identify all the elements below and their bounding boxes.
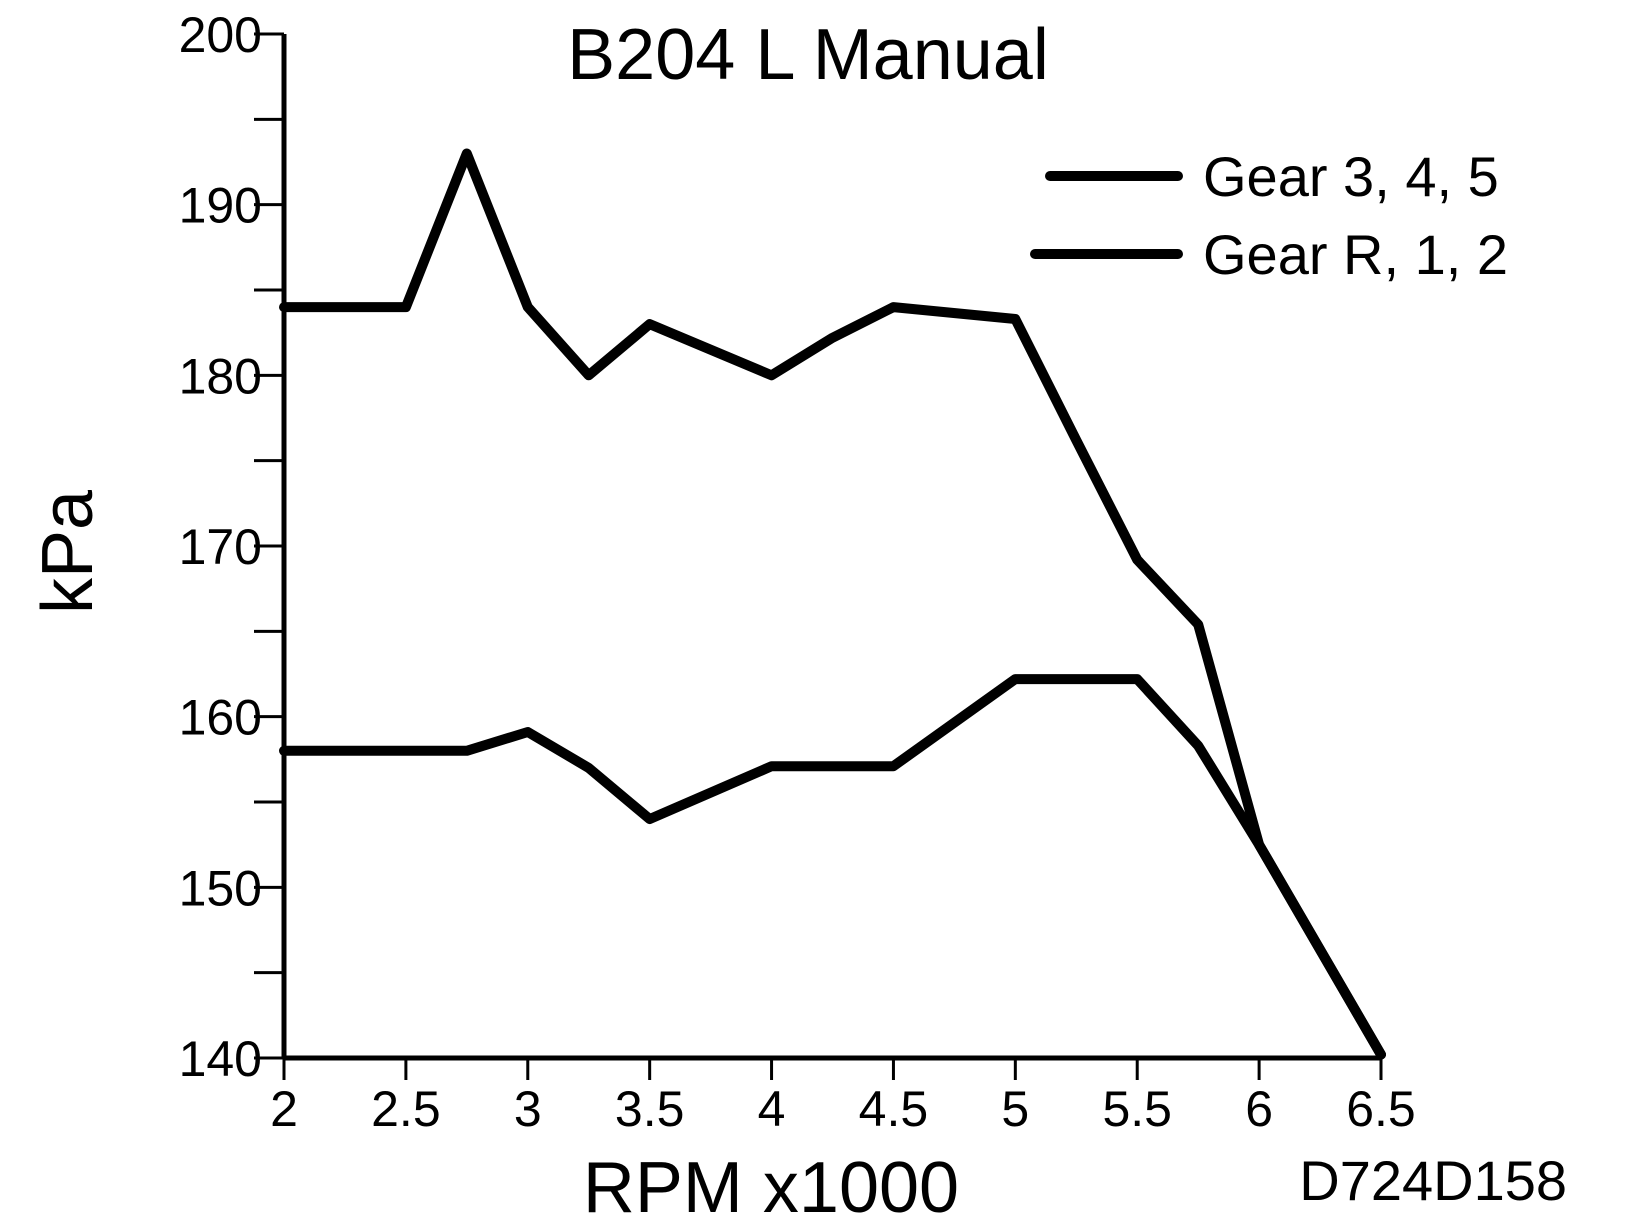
legend-label-2: Gear R, 1, 2 xyxy=(1203,223,1508,286)
legend: Gear 3, 4, 5 Gear R, 1, 2 xyxy=(1030,145,1508,286)
axes: 140 150 160 170 180 190 200 2 2.5 3 3.5 4 4.5 5 5.5 6 6.… xyxy=(179,7,1416,1137)
chart-title: B204 L Manual xyxy=(567,15,1049,95)
x-tick-label: 3 xyxy=(514,1081,542,1137)
y-tick-label: 190 xyxy=(179,178,262,234)
x-tick-label: 6.5 xyxy=(1346,1081,1416,1137)
x-tick-label: 2 xyxy=(270,1081,298,1137)
x-tick-label: 4 xyxy=(758,1081,786,1137)
series-line-2 xyxy=(279,674,1386,1060)
series-line-1 xyxy=(279,148,1386,1060)
legend-label-1: Gear 3, 4, 5 xyxy=(1203,145,1499,208)
y-tick-label: 180 xyxy=(179,348,262,404)
y-axis-label: kPa xyxy=(28,489,108,614)
x-tick-label: 2.5 xyxy=(371,1081,441,1137)
y-tick-label: 150 xyxy=(179,860,262,916)
y-tick-label: 170 xyxy=(179,519,262,575)
series-group xyxy=(279,148,1386,1060)
x-tick-label: 5.5 xyxy=(1102,1081,1172,1137)
x-tick-label: 6 xyxy=(1245,1081,1273,1137)
figure-id-label: D724D158 xyxy=(1299,1149,1567,1212)
y-tick-label: 140 xyxy=(179,1031,262,1087)
x-tick-label: 4.5 xyxy=(859,1081,929,1137)
y-tick-label: 160 xyxy=(179,690,262,746)
y-tick-label: 200 xyxy=(179,7,262,63)
x-tick-label: 5 xyxy=(1001,1081,1029,1137)
x-axis-label: RPM x1000 xyxy=(583,1148,959,1218)
x-tick-label: 3.5 xyxy=(615,1081,685,1137)
